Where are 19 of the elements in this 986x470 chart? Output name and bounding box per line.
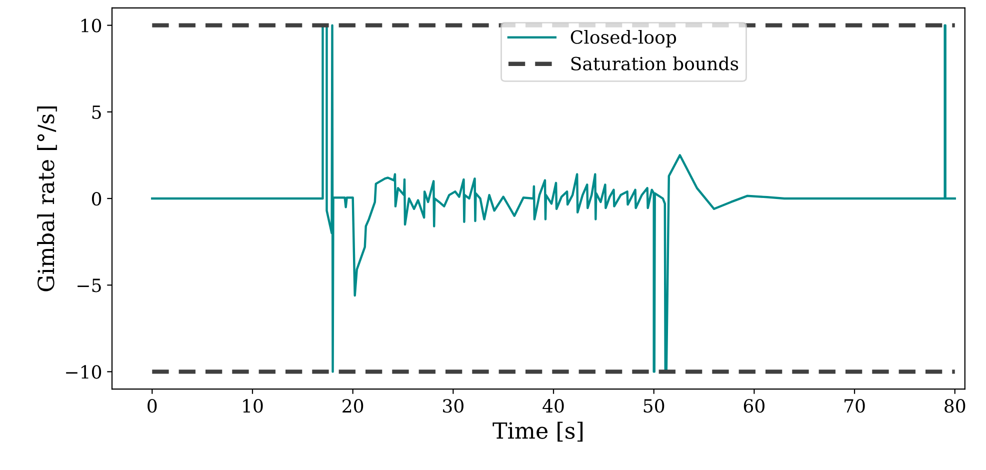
y-tick-label: −10	[66, 365, 102, 379]
x-tick-label: 60	[744, 399, 764, 413]
y-tick-label: 5	[92, 106, 101, 120]
legend-label: Closed-loop	[570, 30, 676, 48]
line-series	[151, 24, 956, 373]
x-tick-label: 40	[542, 399, 564, 413]
x-axis-title: Time [s]	[492, 422, 583, 442]
x-tick-label: 20	[342, 399, 364, 413]
y-tick-label: −5	[78, 278, 101, 292]
y-tick-label: 0	[92, 192, 102, 206]
y-tick-label: 10	[82, 18, 102, 32]
x-tick-label: 50	[644, 399, 664, 413]
x-tick-label: 30	[443, 399, 464, 413]
x-tick-label: 80	[944, 399, 966, 413]
x-tick-label: 10	[243, 399, 263, 413]
legend-label: Saturation bounds	[571, 56, 738, 70]
y-axis-title: Gimbal rate [°/s]	[37, 106, 57, 292]
x-tick-label: 70	[844, 399, 865, 413]
x-tick-label: 0	[148, 399, 157, 413]
